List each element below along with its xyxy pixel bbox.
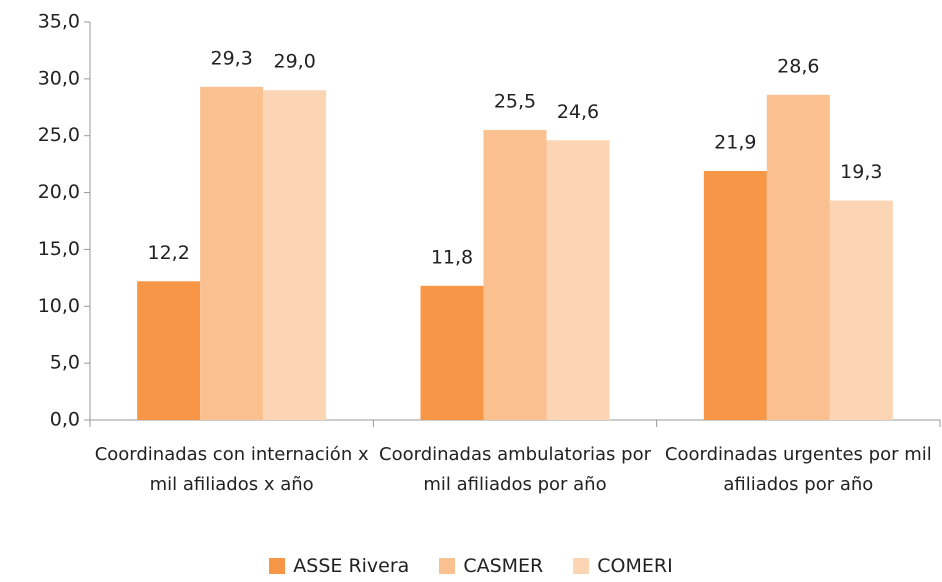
y-tick-label: 15,0 <box>38 238 80 260</box>
bar <box>546 140 610 420</box>
y-tick-label: 5,0 <box>50 352 80 374</box>
data-label: 24,6 <box>557 101 599 123</box>
data-label: 21,9 <box>714 131 756 153</box>
y-tick-label: 30,0 <box>38 67 80 89</box>
x-tick-label: Coordinadas urgentes por mil afiliados p… <box>664 444 932 495</box>
data-label: 19,3 <box>840 161 882 183</box>
data-label: 29,3 <box>211 47 253 69</box>
data-label: 28,6 <box>777 55 819 77</box>
legend-swatch <box>269 558 286 574</box>
x-tick-label: Coordinadas con internación x mil afilia… <box>94 444 369 495</box>
y-tick-label: 0,0 <box>50 409 80 431</box>
y-tick-label: 10,0 <box>38 295 80 317</box>
legend-label: CASMER <box>463 555 544 577</box>
x-tick-label: Coordinadas ambulatorias por mil afiliad… <box>379 444 651 495</box>
legend-item: COMERI <box>573 555 673 577</box>
legend-swatch <box>439 558 456 574</box>
y-tick-label: 35,0 <box>38 11 80 33</box>
bar <box>766 94 830 420</box>
data-label: 25,5 <box>494 91 536 113</box>
bar <box>263 90 327 420</box>
legend-swatch <box>573 558 590 574</box>
data-label: 11,8 <box>431 246 473 268</box>
legend-item: CASMER <box>439 555 543 577</box>
bar <box>420 285 484 420</box>
bar <box>703 170 767 420</box>
data-label: 12,2 <box>148 242 190 264</box>
bar <box>200 86 264 421</box>
bar <box>137 281 201 420</box>
data-label: 29,0 <box>274 51 316 73</box>
bar <box>483 130 547 420</box>
legend-item: ASSE Rivera <box>269 555 409 577</box>
y-tick-label: 20,0 <box>38 181 80 203</box>
legend-label: COMERI <box>597 555 673 577</box>
legend: ASSE Rivera CASMER COMERI <box>0 555 942 577</box>
bar <box>829 200 893 420</box>
legend-label: ASSE Rivera <box>293 555 410 577</box>
plot: 0,0 5,0 10,0 15,0 20,0 25,0 30,0 35,0 12,2 29,3 29… <box>38 11 941 431</box>
y-tick-label: 25,0 <box>38 124 80 146</box>
